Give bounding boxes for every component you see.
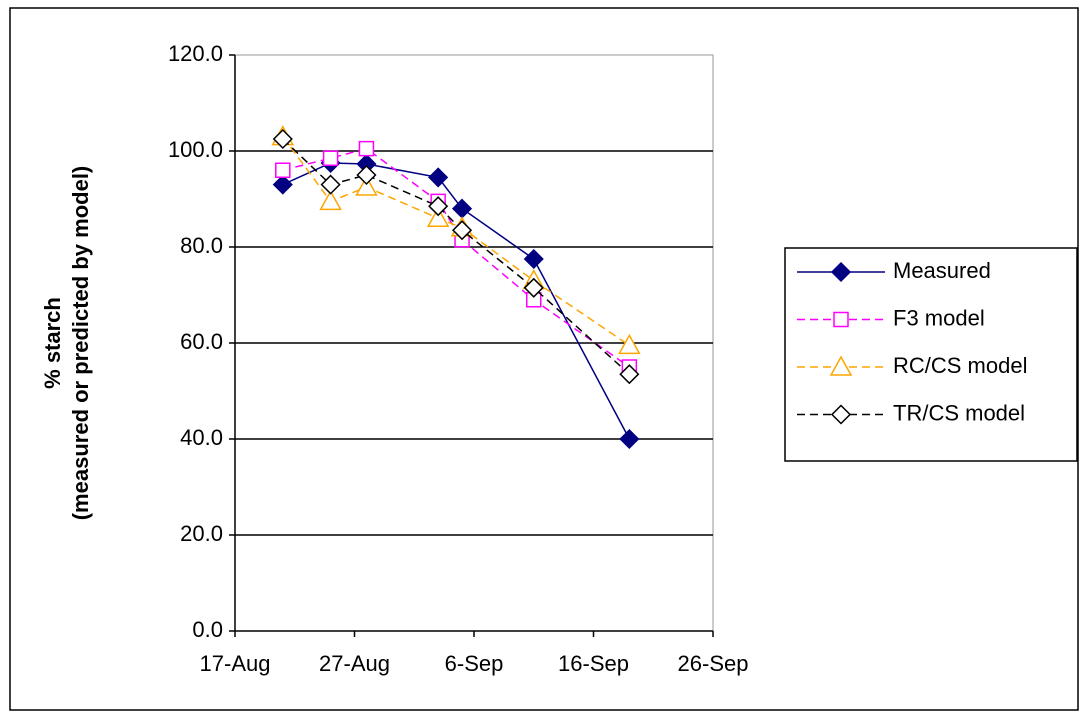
legend-marker [830, 404, 852, 425]
point [275, 162, 291, 178]
y-axis-title-line: (measured or predicted by model) [68, 166, 93, 521]
x-tick-label: 26-Sep [678, 651, 749, 676]
y-tick-label: 120.0 [168, 41, 223, 66]
legend-box [784, 247, 1078, 462]
point [355, 175, 378, 196]
legend-label: Measured [893, 258, 991, 283]
y-tick-label: 40.0 [180, 425, 223, 450]
legend: Measured F3 model RC/CS model TR/CS model [784, 247, 1078, 462]
point [619, 364, 640, 385]
point [356, 164, 377, 186]
legend-label: RC/CS model [893, 353, 1027, 378]
point [426, 206, 450, 227]
y-axis-title-line: % starch [40, 297, 65, 389]
point [428, 196, 449, 217]
point [523, 248, 544, 270]
y-tick-label: 80.0 [180, 233, 223, 258]
legend-label: TR/CS model [893, 400, 1025, 425]
point [619, 428, 640, 450]
point [319, 189, 342, 211]
point [322, 150, 339, 166]
legend-marker [830, 261, 852, 283]
y-tick-label: 60.0 [180, 329, 223, 354]
x-tick-label: 27-Aug [319, 651, 390, 676]
y-tick-label: 20.0 [180, 521, 223, 546]
point [272, 174, 293, 195]
point [523, 277, 544, 298]
point [320, 174, 341, 195]
legend-marker [829, 355, 853, 376]
x-tick-label: 16-Sep [558, 651, 629, 676]
y-tick-label: 0.0 [192, 617, 223, 642]
point [272, 128, 293, 150]
point [451, 220, 473, 241]
point [618, 333, 641, 355]
y-axis-title: % starch (measured or predicted by model… [40, 166, 93, 521]
point [428, 167, 449, 188]
point [358, 140, 375, 157]
y-tick-label: 100.0 [168, 137, 223, 162]
legend-label: F3 model [893, 305, 985, 330]
x-tick-label: 17-Aug [200, 651, 271, 676]
legend-marker [833, 311, 849, 328]
x-tick-label: 6-Sep [445, 651, 504, 676]
